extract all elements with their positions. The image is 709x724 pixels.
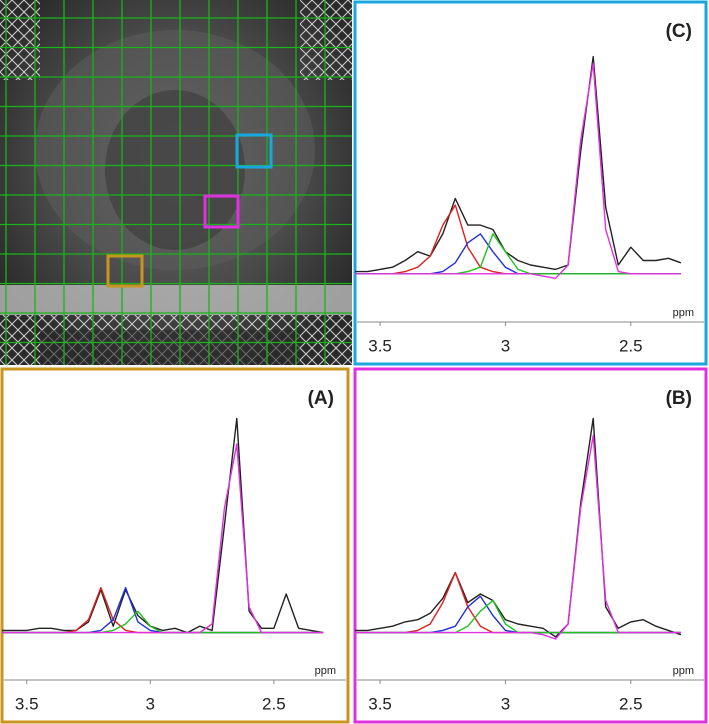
panel-frame [353,367,708,724]
x-tick-label: 2.5 [619,336,643,355]
x-tick-label: 3.5 [368,694,392,713]
x-tick-label: 3 [501,694,510,713]
voxel-c [235,133,273,169]
x-tick-label: 3.5 [368,336,392,355]
mri-bright-band [0,285,352,315]
spectrum-line [355,417,682,638]
panel-frame [0,367,350,724]
spectrum-line [355,62,681,279]
mri-saturation [300,0,352,80]
mri-image [0,0,352,365]
mri-tissue [105,90,245,250]
panel-frame [353,0,708,366]
x-tick-label: 3 [146,694,155,713]
spectrum-line [355,55,682,273]
x-tick-label: 2.5 [262,694,286,713]
spectrum-line [355,233,681,275]
voxel-grid [0,0,352,365]
x-axis-label: ppm [315,665,336,677]
spectrum-line [355,434,681,640]
panel-title: (A) [308,388,334,409]
spectrum-line [355,599,681,634]
spectrum-line [2,610,324,634]
panel-title: (B) [666,388,692,409]
spectrum-line [355,595,681,634]
voxel-b [203,194,240,229]
spectrum-line [355,204,681,275]
spectrum-line [2,417,324,634]
x-tick-label: 2.5 [619,694,643,713]
spectrum-line [2,443,324,634]
spectrum-line [355,233,681,275]
x-axis-label: ppm [673,665,694,677]
voxel-a [106,254,144,288]
panel-title: (C) [666,21,692,42]
x-tick-label: 3 [501,336,510,355]
mri-tissue [40,330,300,365]
x-axis-label: ppm [673,307,694,319]
mri-saturation [0,0,40,80]
x-tick-label: 3.5 [15,694,39,713]
